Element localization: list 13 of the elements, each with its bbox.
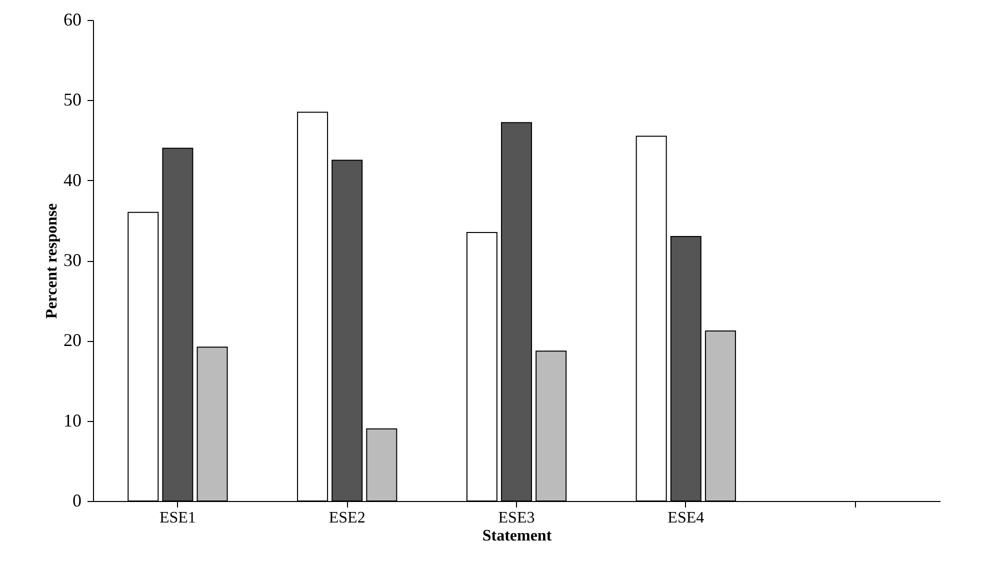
- x-tick-label: ESE2: [328, 510, 366, 526]
- y-tick-label: 30: [64, 250, 82, 270]
- x-axis-title: Statement: [482, 528, 552, 544]
- x-tick-label: ESE3: [498, 510, 535, 526]
- y-tick-label: 50: [64, 90, 82, 110]
- y-tick-label: 0: [72, 490, 82, 510]
- x-tick-label: ESE1: [159, 510, 196, 526]
- y-tick-label: 20: [64, 330, 82, 350]
- y-tick-label: 40: [64, 170, 82, 190]
- y-tick-label: 60: [64, 10, 82, 30]
- x-tick-label: ESE4: [668, 510, 704, 526]
- y-axis-title: Percent response: [44, 203, 60, 319]
- y-tick-label: 10: [64, 410, 82, 430]
